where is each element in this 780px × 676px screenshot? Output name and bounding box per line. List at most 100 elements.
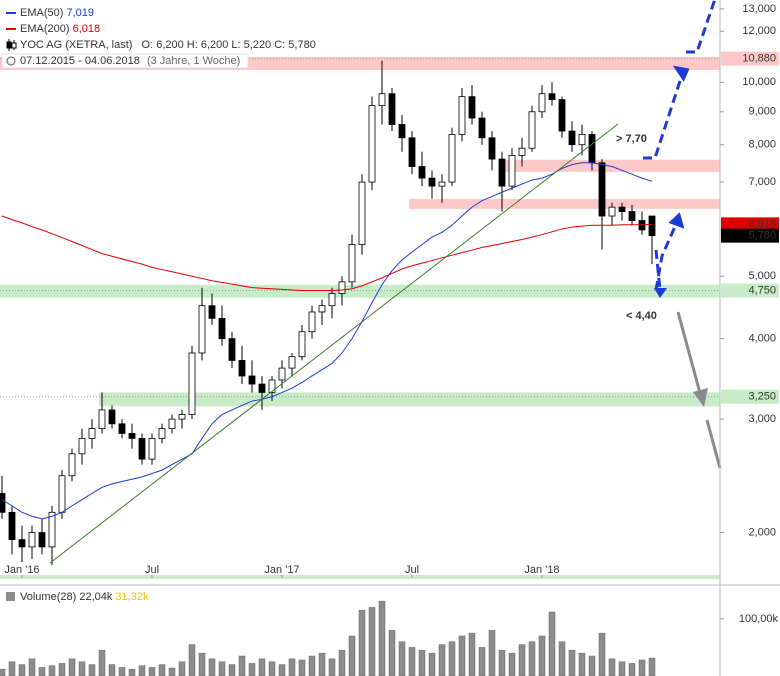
volume-bar	[268, 661, 276, 676]
candle-body	[638, 220, 646, 231]
x-tick-label: Jan '18	[524, 564, 559, 576]
y-tick-label: 4,000	[748, 333, 776, 345]
period-range: 07.12.2015 - 04.06.2018	[20, 55, 140, 67]
volume-bar	[168, 667, 176, 676]
projection-path	[686, 0, 717, 54]
candle-body	[648, 215, 656, 237]
arrow-head	[693, 388, 708, 407]
volume-bar	[208, 658, 216, 676]
level-tag-label: 4,750	[748, 284, 776, 296]
level-tag	[721, 51, 779, 66]
trend-line	[49, 123, 619, 564]
candle-body	[418, 166, 426, 179]
volume-bar	[28, 658, 36, 676]
candle-body	[428, 177, 436, 187]
volume-bar	[498, 650, 506, 676]
candle-body	[598, 162, 606, 217]
candle-body	[0, 493, 6, 513]
y-tick-label: 12,000	[742, 25, 776, 37]
volume-bar	[128, 668, 136, 676]
volume-bar	[398, 641, 406, 676]
volume-bar	[148, 667, 156, 676]
y-tick-label: 5,000	[748, 270, 776, 282]
projection-up	[643, 0, 717, 291]
period-note: (3 Jahre, 1 Woche)	[147, 55, 240, 67]
volume-bar	[178, 661, 186, 676]
candle-body	[148, 438, 156, 460]
clock-icon	[6, 56, 16, 66]
candle-body	[498, 158, 506, 187]
volume-bar	[548, 611, 556, 676]
volume-bar	[158, 664, 166, 676]
candle-body	[18, 539, 26, 548]
candle-body	[158, 428, 166, 439]
candle-body	[68, 453, 76, 477]
volume-bar	[278, 664, 286, 676]
projection-path	[654, 221, 679, 291]
legend-entry: YOC AG (XETRA, last) O: 6,200 H: 6,200 L…	[20, 39, 316, 51]
volume-bar	[628, 663, 636, 676]
volume-bar	[618, 661, 626, 676]
volume-bar	[58, 663, 66, 676]
candle-body	[258, 383, 266, 393]
candle-body	[578, 134, 586, 146]
candle-body	[198, 305, 206, 354]
period-box	[1, 53, 249, 69]
projection-path	[705, 419, 722, 469]
legend-value: 7,019	[66, 7, 94, 19]
volume-bar	[468, 632, 476, 676]
volume-bar	[318, 652, 326, 676]
zone	[0, 284, 720, 298]
volume-bar	[48, 665, 56, 676]
bottom-strip	[0, 575, 720, 579]
level-tag-label: 3,250	[748, 391, 776, 403]
arrow-head	[672, 65, 690, 82]
candle-body	[228, 338, 236, 361]
legend-swatch	[6, 592, 15, 601]
volume-bar	[408, 647, 416, 676]
candle-body	[278, 367, 286, 381]
volume-legend: Volume(28) 22,04k 31,32k	[20, 591, 149, 603]
y-tick-label: 7,000	[748, 176, 776, 188]
volume-bar	[218, 661, 226, 676]
zone	[99, 392, 720, 407]
instrument: YOC AG (XETRA, last)	[20, 39, 132, 51]
candle-icon	[6, 39, 17, 51]
volume-label: Volume(28)	[20, 591, 76, 603]
candle-body	[218, 317, 226, 340]
candle-body	[608, 206, 616, 217]
volume-bar	[538, 635, 546, 676]
arrow-head	[668, 212, 685, 229]
candle-body	[78, 438, 86, 455]
candle-body	[108, 409, 116, 425]
volume-bar	[248, 663, 256, 676]
volume-bar	[188, 644, 196, 676]
volume-last: 31,32k	[115, 591, 149, 603]
volume-bar	[578, 652, 586, 676]
volume-bar	[138, 665, 146, 676]
candle-body	[488, 137, 496, 160]
volume-bar	[108, 664, 116, 676]
candle-body	[298, 331, 306, 358]
candle-body	[478, 117, 486, 139]
candle-body	[338, 281, 346, 294]
volume-bar	[298, 659, 306, 676]
candle-body	[558, 99, 566, 132]
legend-name: EMA(50)	[20, 7, 63, 19]
volume-bar	[288, 658, 296, 676]
volume-bar	[428, 652, 436, 676]
plot	[0, 60, 656, 566]
price-tag	[721, 217, 779, 232]
candle-body	[98, 409, 106, 429]
candle-body	[538, 93, 546, 113]
volume-bar	[418, 650, 426, 676]
volume-bar	[598, 632, 606, 676]
volume-bar	[488, 630, 496, 676]
candle-body	[268, 379, 276, 393]
candle-body	[348, 244, 356, 283]
candle-body	[458, 96, 466, 135]
volume-bar	[328, 658, 336, 676]
candle-body	[88, 428, 96, 439]
volume-bar	[648, 657, 656, 676]
